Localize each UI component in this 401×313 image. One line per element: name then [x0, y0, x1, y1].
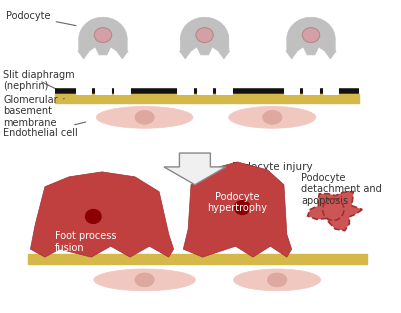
- Ellipse shape: [235, 201, 250, 214]
- Ellipse shape: [94, 28, 112, 43]
- Ellipse shape: [196, 28, 213, 43]
- Ellipse shape: [234, 269, 321, 291]
- Bar: [55, 94, 359, 104]
- Ellipse shape: [96, 106, 193, 128]
- Text: Glomerular
basement
membrane: Glomerular basement membrane: [3, 95, 64, 128]
- Text: Foot process
fusion: Foot process fusion: [55, 231, 116, 253]
- Polygon shape: [286, 17, 336, 59]
- Ellipse shape: [135, 273, 154, 287]
- Text: Podocyte injury: Podocyte injury: [232, 162, 312, 172]
- Polygon shape: [183, 162, 292, 257]
- Polygon shape: [179, 17, 230, 59]
- Ellipse shape: [263, 110, 282, 124]
- Ellipse shape: [94, 269, 195, 291]
- Text: Podocyte
detachment and
apoptosis: Podocyte detachment and apoptosis: [301, 173, 382, 206]
- Bar: [28, 254, 367, 264]
- Text: Slit diaphragm
(nephrin): Slit diaphragm (nephrin): [3, 70, 75, 91]
- Ellipse shape: [135, 110, 154, 124]
- Polygon shape: [78, 17, 128, 59]
- Polygon shape: [164, 153, 226, 185]
- Ellipse shape: [267, 273, 287, 287]
- Text: Podocyte
hypertrophy: Podocyte hypertrophy: [207, 192, 267, 213]
- Ellipse shape: [85, 209, 101, 223]
- Text: Podocyte: Podocyte: [6, 11, 76, 26]
- Polygon shape: [30, 172, 174, 257]
- Ellipse shape: [302, 28, 320, 43]
- Text: Endothelial cell: Endothelial cell: [3, 122, 86, 138]
- Ellipse shape: [229, 106, 316, 128]
- Polygon shape: [308, 192, 362, 231]
